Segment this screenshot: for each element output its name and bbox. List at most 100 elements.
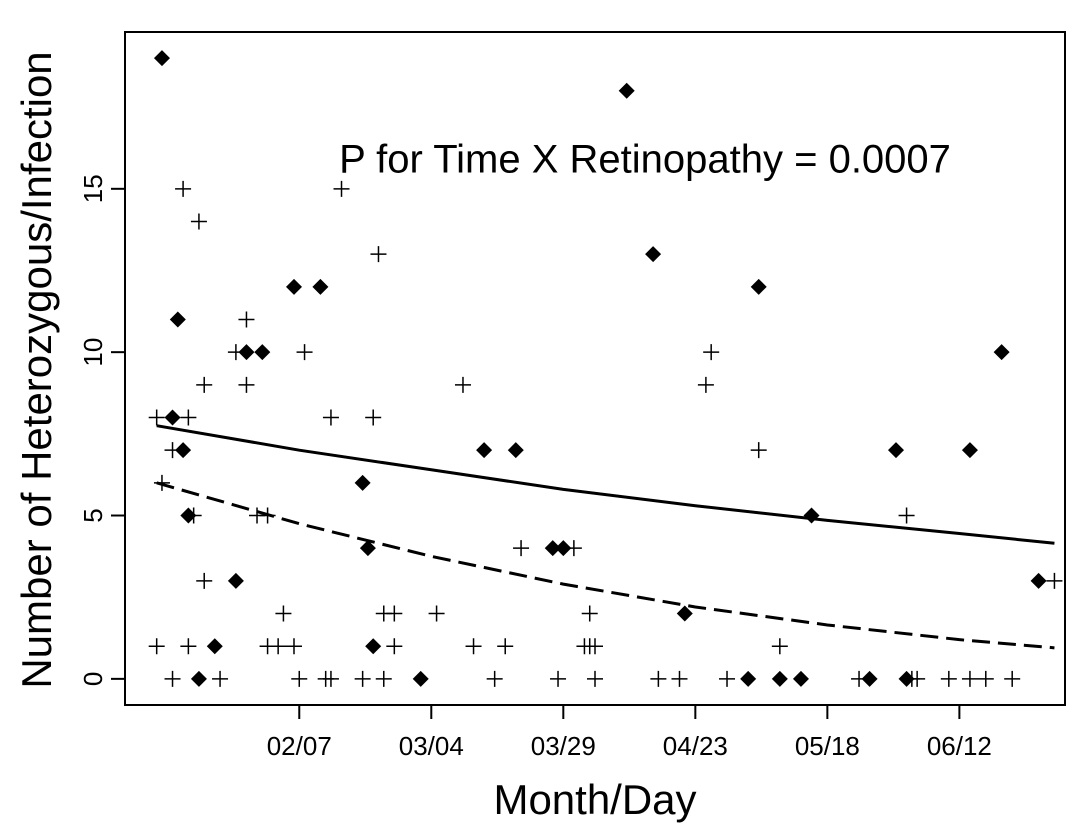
x-tick-label: 06/12 xyxy=(927,731,992,761)
plus-point xyxy=(497,638,514,655)
plus-point xyxy=(1004,670,1021,687)
plus-point xyxy=(164,670,181,687)
plus-point xyxy=(465,638,482,655)
plus-point xyxy=(322,409,339,426)
plot-frame xyxy=(124,31,1066,706)
plus-point xyxy=(581,605,598,622)
diamond-point xyxy=(365,638,382,655)
plus-point xyxy=(375,670,392,687)
diamond-point xyxy=(206,638,223,655)
fit-line xyxy=(156,481,1055,650)
plus-point xyxy=(164,442,181,459)
plus-point xyxy=(354,670,371,687)
diamond-point xyxy=(676,605,693,622)
plus-point xyxy=(296,344,313,361)
plus-point xyxy=(909,670,926,687)
plus-point xyxy=(386,638,403,655)
plus-point xyxy=(386,605,403,622)
diamond-point xyxy=(861,670,878,687)
fit-line xyxy=(156,424,1055,545)
diamond-point xyxy=(153,50,170,67)
plus-point xyxy=(428,605,445,622)
diamond-point xyxy=(359,540,376,557)
x-tick-label: 03/04 xyxy=(399,731,464,761)
plus-point xyxy=(940,670,957,687)
diamond-point xyxy=(740,670,757,687)
y-tick-label: 15 xyxy=(78,174,108,203)
y-axis-label: Number of Heterozygous/Infection xyxy=(13,51,60,688)
x-axis-label: Month/Day xyxy=(493,776,696,823)
diamond-point xyxy=(412,670,429,687)
plus-point xyxy=(961,670,978,687)
plus-point xyxy=(275,605,292,622)
plus-point xyxy=(771,638,788,655)
y-tick-label: 10 xyxy=(78,338,108,367)
diamond-point xyxy=(645,246,662,263)
x-tick-label: 04/23 xyxy=(663,731,728,761)
plus-point xyxy=(898,507,915,524)
plus-point xyxy=(587,638,603,655)
diamond-point xyxy=(476,442,493,459)
diamond-point xyxy=(227,572,244,589)
plus-point xyxy=(370,246,387,263)
plus-point xyxy=(196,376,213,393)
diamond-point xyxy=(175,442,192,459)
x-tick-label: 05/18 xyxy=(795,731,860,761)
diamond-point xyxy=(169,311,186,328)
x-tick-label: 02/07 xyxy=(267,731,332,761)
plus-point xyxy=(148,409,165,426)
diamond-point xyxy=(285,278,302,295)
x-tick-label: 03/29 xyxy=(531,731,596,761)
plus-point xyxy=(565,540,582,557)
plus-point xyxy=(238,311,255,328)
plus-point xyxy=(212,670,229,687)
plus-point xyxy=(550,670,567,687)
plus-point xyxy=(697,376,714,393)
plus-point xyxy=(148,638,165,655)
diamond-point xyxy=(618,82,635,99)
diamond-point xyxy=(803,507,820,524)
plus-point xyxy=(238,376,255,393)
diamond-point xyxy=(238,344,255,361)
diamond-point xyxy=(1030,572,1047,589)
y-tick-label: 5 xyxy=(78,508,108,522)
diamond-point xyxy=(254,344,271,361)
diamond-point xyxy=(961,442,978,459)
diamond-point xyxy=(164,409,181,426)
plus-point xyxy=(750,442,767,459)
plus-point xyxy=(190,213,207,230)
plus-point xyxy=(270,638,287,655)
diamond-point xyxy=(993,344,1010,361)
diamond-point xyxy=(312,278,329,295)
plus-point xyxy=(719,670,736,687)
plus-point xyxy=(454,376,471,393)
diamond-point xyxy=(750,278,767,295)
diamond-point xyxy=(190,670,207,687)
plus-point xyxy=(587,670,603,687)
plus-point xyxy=(175,180,192,197)
diamond-point xyxy=(354,474,371,491)
plus-point xyxy=(365,409,382,426)
plus-point xyxy=(1046,572,1063,589)
plus-point xyxy=(196,572,213,589)
plus-point xyxy=(486,670,503,687)
plus-point xyxy=(333,180,350,197)
diamond-point xyxy=(888,442,905,459)
annotation: P for Time X Retinopathy = 0.0007 xyxy=(339,138,951,182)
diamond-point xyxy=(544,540,561,557)
plus-point xyxy=(703,344,720,361)
plus-point xyxy=(671,670,688,687)
plus-point xyxy=(650,670,667,687)
diamond-point xyxy=(507,442,524,459)
plus-point xyxy=(180,638,197,655)
plus-point xyxy=(227,344,244,361)
plus-point xyxy=(180,409,197,426)
diamond-point xyxy=(555,540,572,557)
plus-point xyxy=(851,670,868,687)
plus-point xyxy=(185,507,202,524)
plus-point xyxy=(285,638,302,655)
plus-point xyxy=(977,670,994,687)
plus-point xyxy=(322,670,339,687)
y-tick-label: 0 xyxy=(78,672,108,686)
